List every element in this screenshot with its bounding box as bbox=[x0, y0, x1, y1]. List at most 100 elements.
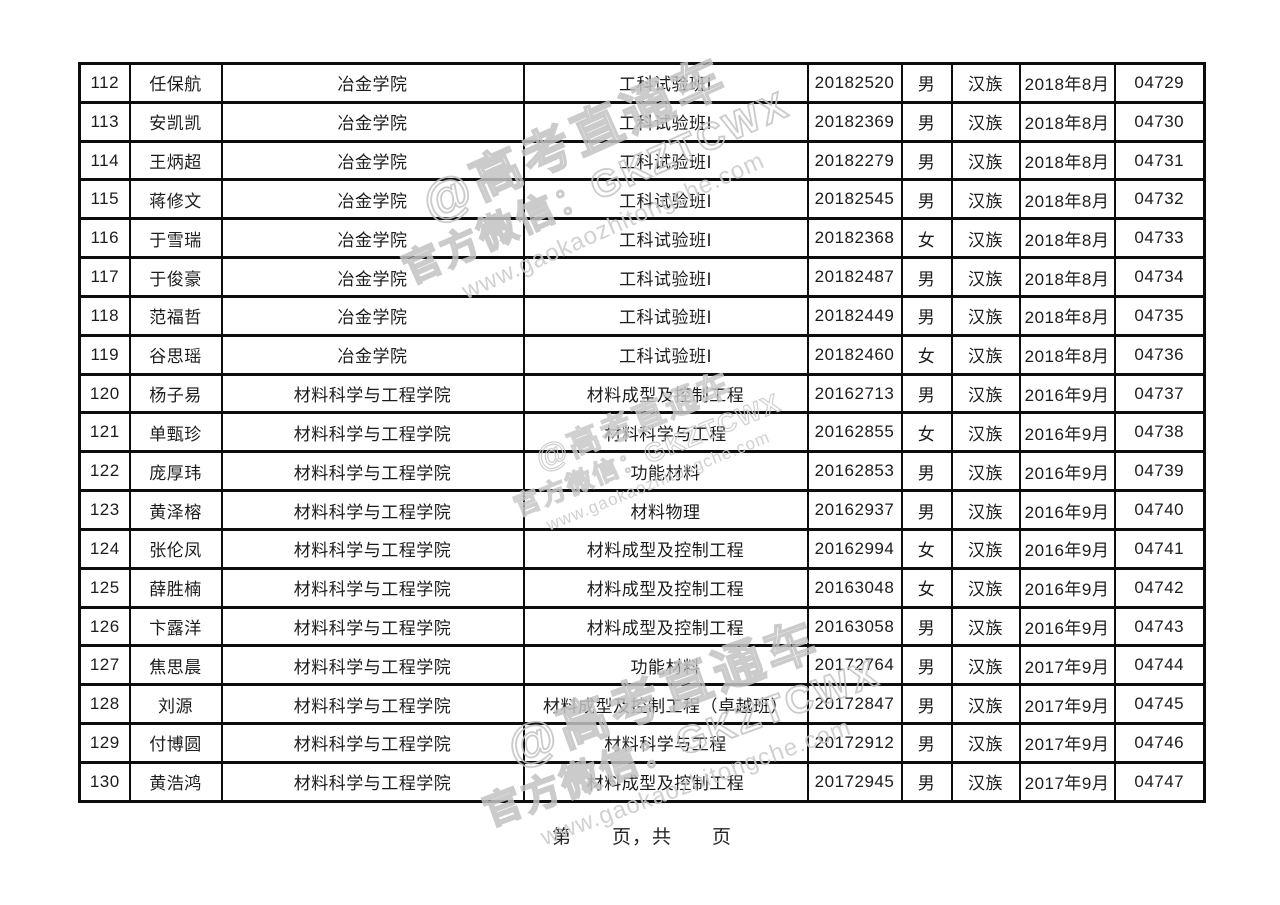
table-cell: 冶金学院 bbox=[220, 256, 525, 298]
table-row: 113 安凯凯 冶金学院 工科试验班Ⅰ 20182369 男汉族 2018年8月 04730 bbox=[78, 100, 1206, 143]
table-row: 121 单甄珍 材料科学与工程学院 材料科学与工程 20162855 女汉族 2016年9月… bbox=[78, 411, 1206, 454]
table-cell: 刘源 bbox=[128, 683, 223, 726]
table-cell: 04733 bbox=[1113, 217, 1206, 260]
table-cell: 材料科学与工程 bbox=[522, 411, 809, 454]
table-cell: 女 bbox=[900, 527, 953, 570]
table-cell: 材料科学与工程学院 bbox=[220, 489, 525, 531]
table-cell: 工科试验班Ⅰ bbox=[522, 62, 809, 104]
table-cell: 04745 bbox=[1113, 683, 1206, 726]
table-cell: 材料科学与工程学院 bbox=[220, 372, 525, 415]
table-cell: 20182520 bbox=[806, 62, 903, 104]
table-cell: 杨子易 bbox=[128, 372, 223, 415]
table-cell: 112 bbox=[78, 62, 131, 104]
table-cell: 20163048 bbox=[806, 566, 903, 609]
table-cell: 工科试验班Ⅰ bbox=[522, 294, 809, 337]
table-cell: 男 bbox=[900, 605, 953, 648]
table-cell: 2017年9月 bbox=[1018, 722, 1116, 764]
table-cell: 付博圆 bbox=[128, 722, 223, 764]
table-cell: 安凯凯 bbox=[128, 100, 223, 143]
table-cell: 汉族 bbox=[950, 760, 1021, 804]
table-cell: 冶金学院 bbox=[220, 62, 525, 104]
table-cell: 工科试验班Ⅰ bbox=[522, 139, 809, 182]
table-cell: 2016年9月 bbox=[1018, 372, 1116, 415]
table-cell: 04735 bbox=[1113, 294, 1206, 337]
table-cell: 20163058 bbox=[806, 605, 903, 648]
table-cell: 于俊豪 bbox=[128, 256, 223, 298]
table-cell: 20172945 bbox=[806, 760, 903, 804]
table-cell: 汉族 bbox=[950, 450, 1021, 493]
table-row: 125 薛胜楠 材料科学与工程学院 材料成型及控制工程 20163048 女汉族 2016年… bbox=[78, 566, 1206, 609]
table-cell: 功能材料 bbox=[522, 450, 809, 493]
table-cell: 2018年8月 bbox=[1018, 178, 1116, 221]
table-cell: 材料成型及控制工程（卓越班） bbox=[522, 683, 809, 726]
table-row: 122 庞厚玮 材料科学与工程学院 功能材料 20162853 男汉族 2016年9月 047… bbox=[78, 450, 1206, 493]
table-cell: 男 bbox=[900, 256, 953, 298]
table-cell: 材料成型及控制工程 bbox=[522, 372, 809, 415]
table-cell: 任保航 bbox=[128, 62, 223, 104]
table-cell: 128 bbox=[78, 683, 131, 726]
table-row: 118 范福哲 冶金学院 工科试验班Ⅰ 20182449 男汉族 2018年8月 04735 bbox=[78, 294, 1206, 337]
table-cell: 蒋修文 bbox=[128, 178, 223, 221]
table-cell: 04739 bbox=[1113, 450, 1206, 493]
table-cell: 男 bbox=[900, 644, 953, 687]
page-footer: 第 页，共 页 bbox=[552, 827, 733, 848]
table-row: 115 蒋修文 冶金学院 工科试验班Ⅰ 20182545 男汉族 2018年8月 04732 bbox=[78, 178, 1206, 221]
table-cell: 20182369 bbox=[806, 100, 903, 143]
table-cell: 材料科学与工程学院 bbox=[220, 722, 525, 764]
table-cell: 材料成型及控制工程 bbox=[522, 760, 809, 804]
table-cell: 工科试验班Ⅰ bbox=[522, 256, 809, 298]
table-cell: 汉族 bbox=[950, 256, 1021, 298]
table-cell: 汉族 bbox=[950, 178, 1021, 221]
table-cell: 材料科学与工程 bbox=[522, 722, 809, 764]
table-cell: 20162855 bbox=[806, 411, 903, 454]
table-cell: 2017年9月 bbox=[1018, 644, 1116, 687]
table-cell: 20172912 bbox=[806, 722, 903, 764]
table-row: 112 任保航 冶金学院 工科试验班Ⅰ 20182520 男汉族 2018年8月 04729 bbox=[78, 62, 1206, 104]
table-cell: 2018年8月 bbox=[1018, 294, 1116, 337]
table-cell: 20162713 bbox=[806, 372, 903, 415]
table-cell: 汉族 bbox=[950, 217, 1021, 260]
table-cell: 女 bbox=[900, 333, 953, 376]
table-cell: 04734 bbox=[1113, 256, 1206, 298]
table-cell: 2017年9月 bbox=[1018, 760, 1116, 804]
table-cell: 04744 bbox=[1113, 644, 1206, 687]
table-cell: 单甄珍 bbox=[128, 411, 223, 454]
table-cell: 04738 bbox=[1113, 411, 1206, 454]
table-cell: 汉族 bbox=[950, 62, 1021, 104]
table-cell: 冶金学院 bbox=[220, 217, 525, 260]
table-cell: 20162853 bbox=[806, 450, 903, 493]
table-cell: 120 bbox=[78, 372, 131, 415]
table-cell: 04746 bbox=[1113, 722, 1206, 764]
table-cell: 2016年9月 bbox=[1018, 411, 1116, 454]
table-cell: 汉族 bbox=[950, 566, 1021, 609]
table-row: 117 于俊豪 冶金学院 工科试验班Ⅰ 20182487 男汉族 2018年8月 04734 bbox=[78, 256, 1206, 298]
table-cell: 汉族 bbox=[950, 294, 1021, 337]
table-row: 116 于雪瑞 冶金学院 工科试验班Ⅰ 20182368 女汉族 2018年8月 04733 bbox=[78, 217, 1206, 260]
table-cell: 男 bbox=[900, 294, 953, 337]
table-cell: 材料科学与工程学院 bbox=[220, 411, 525, 454]
table-row: 129 付博圆 材料科学与工程学院 材料科学与工程 20172912 男汉族 2017年9月… bbox=[78, 722, 1206, 764]
table-cell: 2016年9月 bbox=[1018, 450, 1116, 493]
table-cell: 127 bbox=[78, 644, 131, 687]
table-cell: 119 bbox=[78, 333, 131, 376]
table-row: 124 张伦凤 材料科学与工程学院 材料成型及控制工程 20162994 女汉族 2016年… bbox=[78, 527, 1206, 570]
table-cell: 汉族 bbox=[950, 411, 1021, 454]
table-cell: 2017年9月 bbox=[1018, 683, 1116, 726]
table-cell: 材料科学与工程学院 bbox=[220, 566, 525, 609]
table-cell: 129 bbox=[78, 722, 131, 764]
table-cell: 工科试验班Ⅰ bbox=[522, 217, 809, 260]
table-cell: 女 bbox=[900, 217, 953, 260]
table-cell: 04731 bbox=[1113, 139, 1206, 182]
table-cell: 男 bbox=[900, 760, 953, 804]
table-cell: 汉族 bbox=[950, 100, 1021, 143]
table-cell: 男 bbox=[900, 683, 953, 726]
table-cell: 材料科学与工程学院 bbox=[220, 683, 525, 726]
table-cell: 130 bbox=[78, 760, 131, 804]
table-cell: 2018年8月 bbox=[1018, 62, 1116, 104]
table-cell: 黄浩鸿 bbox=[128, 760, 223, 804]
table-cell: 冶金学院 bbox=[220, 100, 525, 143]
table-cell: 04742 bbox=[1113, 566, 1206, 609]
table-cell: 功能材料 bbox=[522, 644, 809, 687]
table-cell: 材料成型及控制工程 bbox=[522, 605, 809, 648]
